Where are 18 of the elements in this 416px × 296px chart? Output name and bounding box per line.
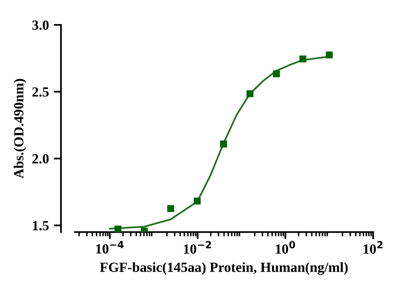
x-tick-label: 10$^{−2}$ (184, 241, 211, 254)
point (272, 70, 280, 78)
point (326, 51, 333, 58)
point (114, 226, 122, 232)
y-axis-title: Abs.(OD.490nm) (14, 78, 26, 178)
y-tick-label: 1.5 (32, 221, 49, 230)
point (246, 90, 254, 98)
y-tick-label: 2.0 (32, 154, 49, 164)
x-axis-title: FGF-basic(145aa) Protein, Human(ng/ml) (100, 262, 348, 275)
point (194, 198, 201, 205)
y-tick-label: 2.5 (32, 87, 49, 97)
x-tick-label: 10$^{−4}$ (96, 241, 124, 254)
point (167, 205, 174, 212)
point (299, 55, 306, 62)
x-tick-label: 10$^{0}$ (276, 241, 296, 254)
x-tick-label: 10$^{2}$ (364, 241, 382, 254)
y-tick-label: 3.0 (32, 20, 49, 30)
point (220, 140, 228, 148)
